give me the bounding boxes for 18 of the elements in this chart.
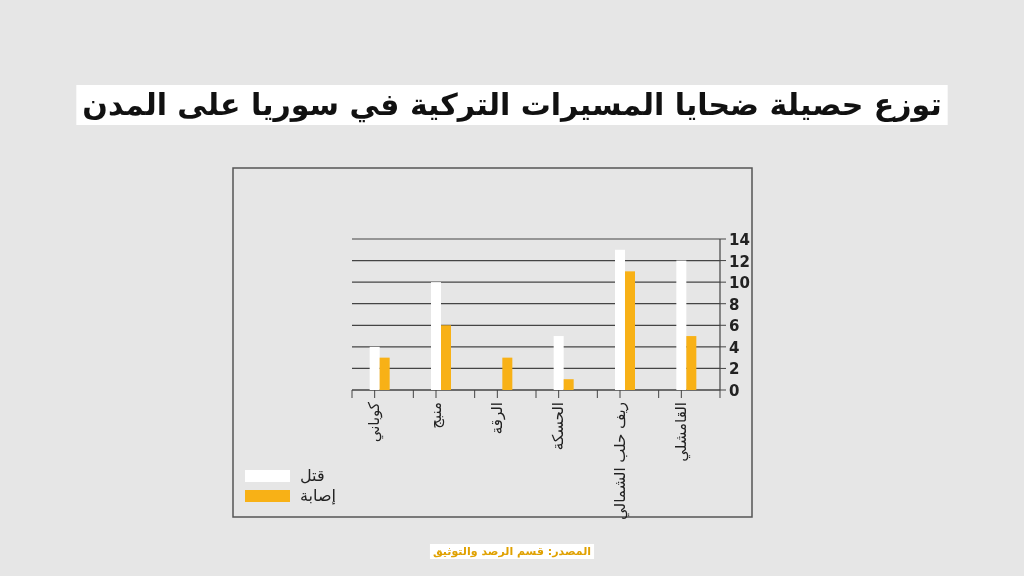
y-tick-label: 6 (729, 317, 740, 336)
y-tick-label: 14 (729, 231, 750, 249)
y-tick-label: 12 (729, 252, 750, 271)
x-tick-label: كوباني (365, 401, 385, 443)
title: توزع حصيلة ضحايا المسيرات التركية في سوريا على المدن (76, 85, 948, 125)
legend-label: إصابة (300, 486, 336, 505)
x-tick-label: الحسكة (549, 402, 568, 451)
annotation: المصدر: قسم الرصد والتوثيق (429, 544, 595, 559)
x-tick-label: القامشلي (671, 402, 691, 462)
y-tick-label: 10 (729, 274, 750, 293)
y-tick-label: 2 (729, 360, 740, 379)
x-tick-label: منبج (426, 402, 445, 429)
x-tick-label: ريف حلب الشمالي (610, 402, 630, 520)
legend-label: قتل (300, 466, 325, 485)
y-tick-label: 8 (729, 295, 740, 314)
y-tick-label: 4 (729, 338, 740, 357)
x-tick-label: الرقة (487, 402, 506, 435)
y-tick-label: 0 (729, 382, 740, 400)
